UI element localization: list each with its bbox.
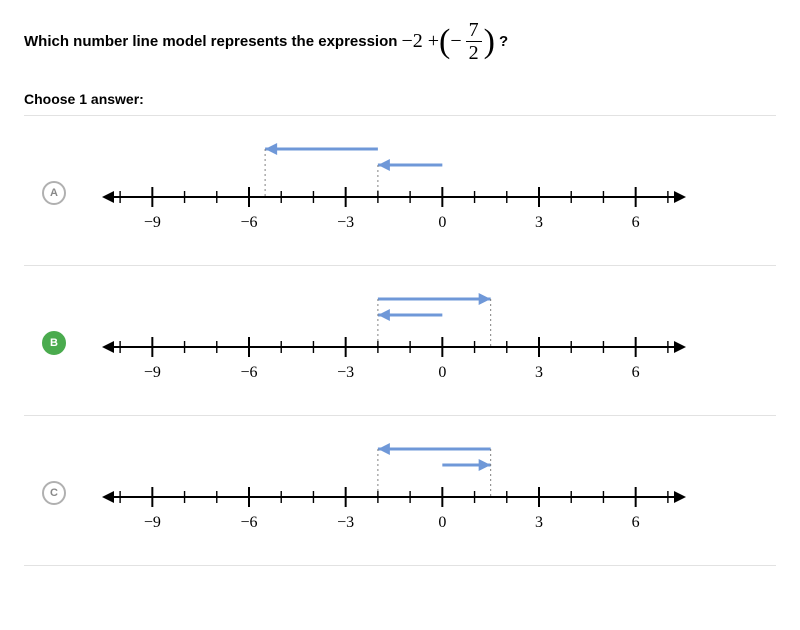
radio-cell: A — [24, 181, 84, 205]
svg-text:−6: −6 — [240, 214, 257, 231]
lparen: ( — [439, 25, 450, 59]
question-suffix: ? — [499, 33, 508, 50]
radio-cell: B — [24, 331, 84, 355]
svg-text:−3: −3 — [337, 214, 354, 231]
svg-text:−6: −6 — [240, 514, 257, 531]
svg-text:0: 0 — [438, 514, 446, 531]
rparen: ) — [484, 25, 495, 59]
svg-text:6: 6 — [632, 364, 640, 381]
svg-text:3: 3 — [535, 514, 543, 531]
svg-text:−3: −3 — [337, 514, 354, 531]
option-radio[interactable]: A — [42, 181, 66, 205]
fraction: 7 2 — [466, 20, 482, 63]
option-radio[interactable]: C — [42, 481, 66, 505]
svg-text:0: 0 — [438, 214, 446, 231]
svg-text:−9: −9 — [144, 214, 161, 231]
svg-text:6: 6 — [632, 514, 640, 531]
radio-cell: C — [24, 481, 84, 505]
svg-text:−6: −6 — [240, 364, 257, 381]
svg-text:−3: −3 — [337, 364, 354, 381]
frac-num: 7 — [466, 20, 482, 42]
svg-text:−9: −9 — [144, 364, 161, 381]
option-row[interactable]: B −9 −6 −3 0 3 6 — [24, 266, 776, 416]
frac-den: 2 — [469, 42, 479, 63]
options-list: A −9 −6 −3 0 3 6 B −9 −6 −3 0 3 6 C −9 −6 −3 0 3 6 — [24, 115, 776, 566]
number-line: −9 −6 −3 0 3 6 — [84, 437, 776, 549]
expr-lead: −2 + — [401, 30, 439, 53]
svg-text:0: 0 — [438, 364, 446, 381]
number-line: −9 −6 −3 0 3 6 — [84, 287, 776, 399]
neg-sign: − — [450, 30, 461, 53]
svg-text:−9: −9 — [144, 514, 161, 531]
option-radio[interactable]: B — [42, 331, 66, 355]
expression: −2 + ( − 7 2 ) — [401, 20, 495, 63]
number-line: −9 −6 −3 0 3 6 — [84, 137, 776, 249]
choose-prompt: Choose 1 answer: — [24, 91, 776, 107]
svg-text:3: 3 — [535, 364, 543, 381]
option-row[interactable]: C −9 −6 −3 0 3 6 — [24, 416, 776, 566]
svg-text:3: 3 — [535, 214, 543, 231]
svg-text:6: 6 — [632, 214, 640, 231]
option-row[interactable]: A −9 −6 −3 0 3 6 — [24, 116, 776, 266]
question-prefix: Which number line model represents the e… — [24, 33, 397, 50]
question-text: Which number line model represents the e… — [24, 20, 776, 73]
